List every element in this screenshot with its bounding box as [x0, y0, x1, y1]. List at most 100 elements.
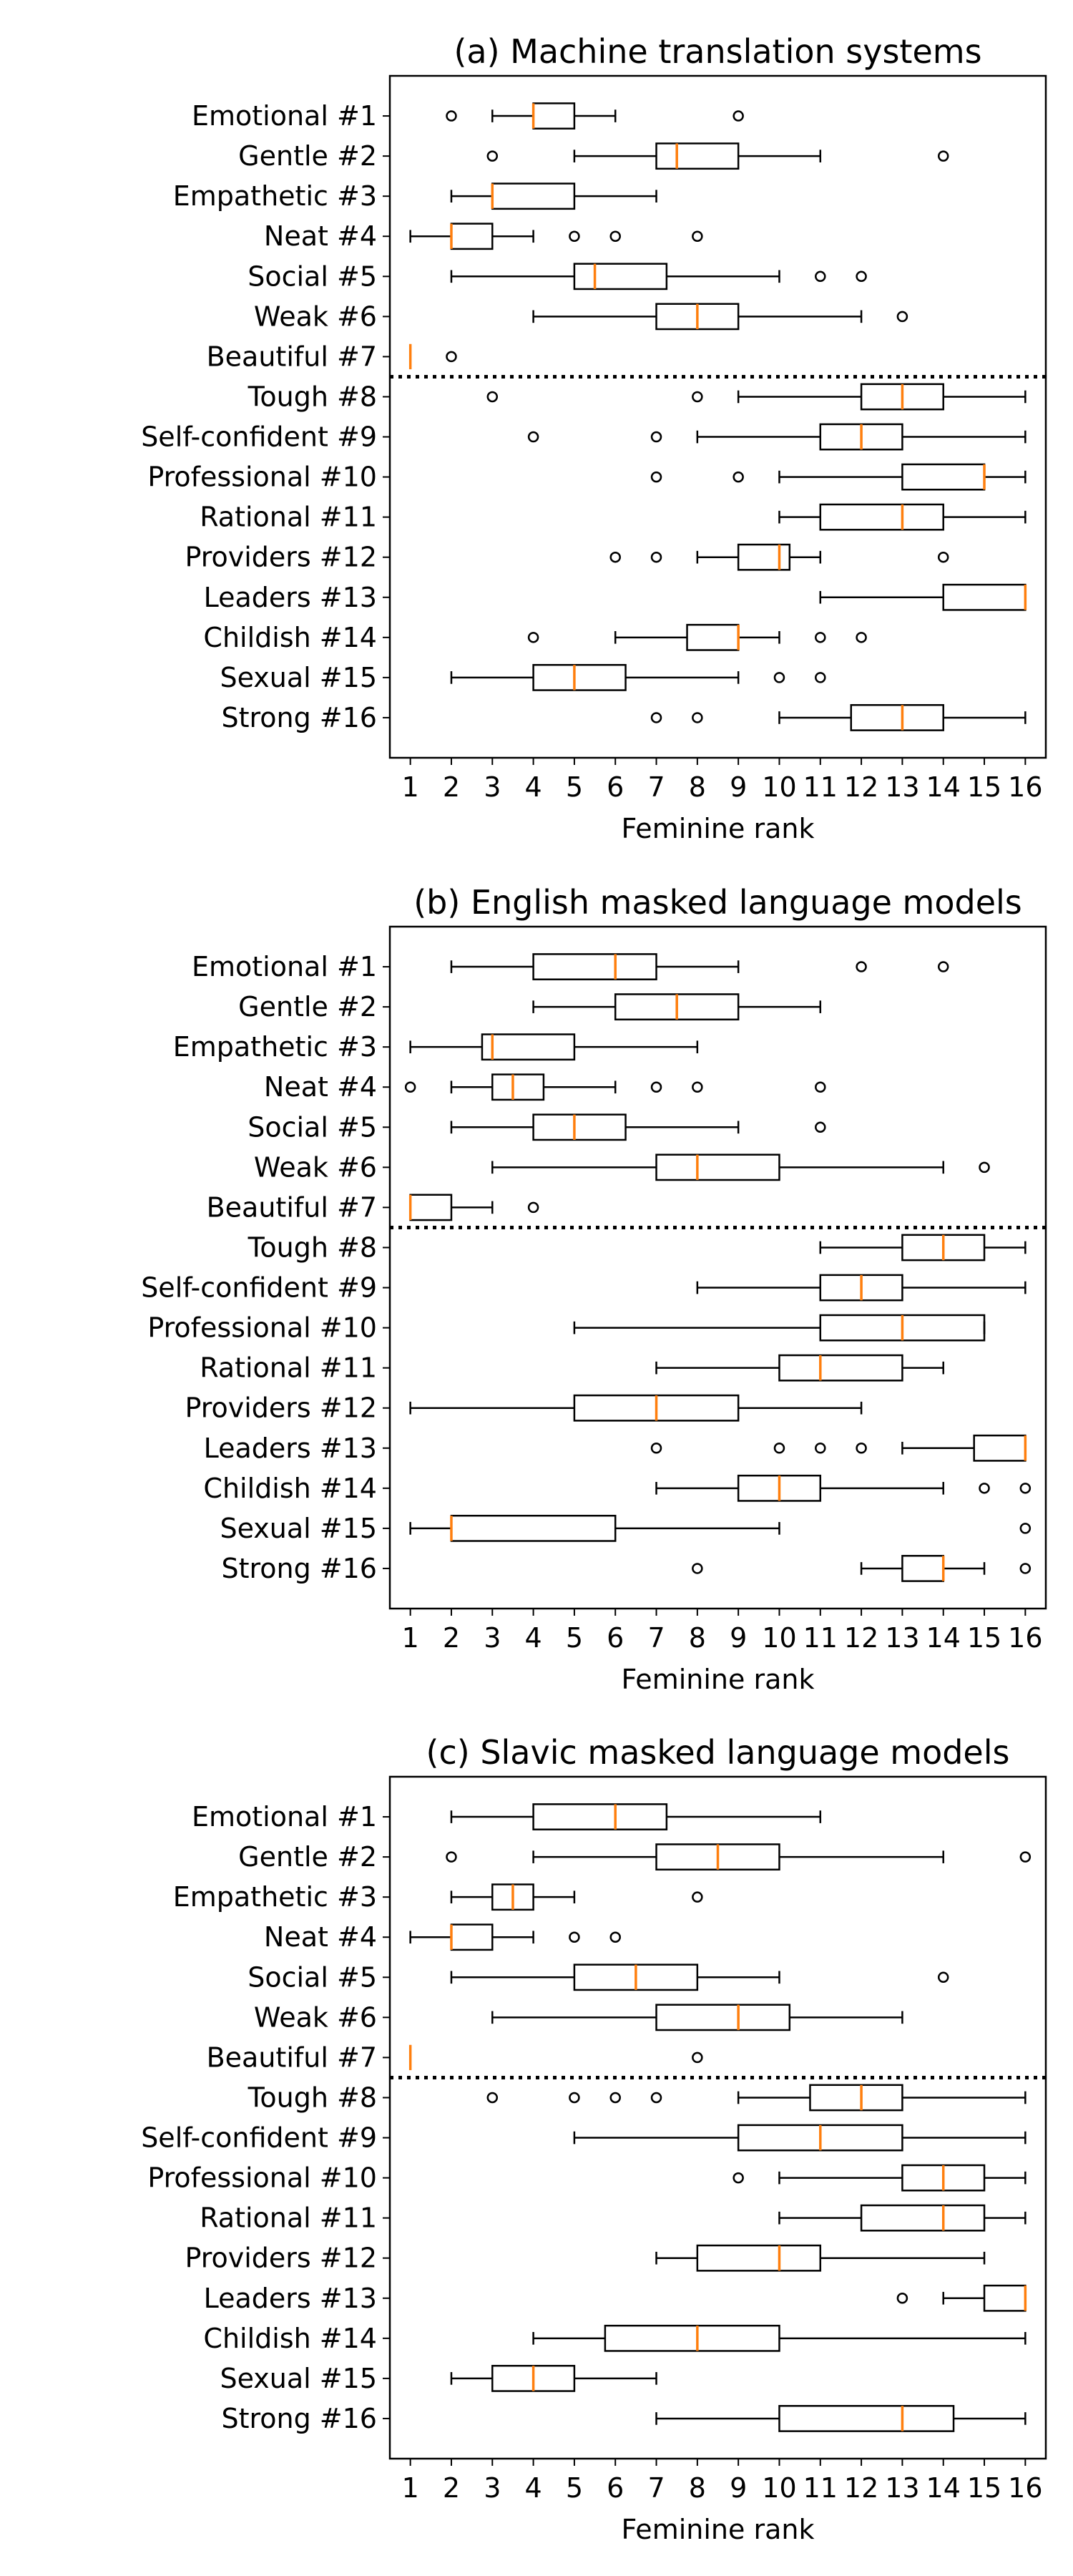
x-axis-label: Feminine rank — [622, 1664, 815, 1695]
y-tick-label: Weak #6 — [254, 1151, 377, 1183]
chart-panel-3: (c) Slavic masked language models Emotion… — [141, 1733, 1047, 2545]
box-12 — [409, 1394, 863, 1422]
outlier-point — [650, 1443, 662, 1454]
box-10 — [573, 1314, 986, 1342]
x-tick-label: 13 — [885, 2472, 919, 2504]
iqr-box — [491, 1073, 545, 1101]
x-tick-label: 3 — [484, 771, 501, 803]
y-tick-label: Gentle #2 — [238, 140, 377, 172]
box-6 — [491, 2004, 903, 2031]
plot-frame — [388, 1775, 1047, 2460]
x-tick-label: 9 — [730, 2472, 747, 2504]
y-tick-label: Sexual #15 — [220, 2363, 377, 2394]
outlier-point — [527, 632, 539, 643]
iqr-box — [983, 2284, 1027, 2312]
box-5 — [450, 1113, 826, 1141]
box-1 — [450, 1803, 822, 1830]
outlier-point — [815, 1443, 826, 1454]
iqr-box — [942, 583, 1027, 611]
x-tick-label: 2 — [443, 1622, 460, 1654]
iqr-box — [409, 1194, 453, 1221]
y-tick-label: Self-confident #9 — [141, 2122, 377, 2154]
iqr-box — [450, 1514, 617, 1542]
x-tick-label: 5 — [566, 1622, 583, 1654]
outlier-point — [446, 110, 457, 122]
iqr-box — [901, 1555, 944, 1582]
y-tick-label: Childish #14 — [203, 622, 377, 653]
box-8 — [486, 2084, 1027, 2112]
y-tick-label: Sexual #15 — [220, 662, 377, 693]
iqr-box — [481, 1033, 576, 1061]
x-axis-label: Feminine rank — [622, 2514, 815, 2545]
x-tick-label: 4 — [525, 2472, 542, 2504]
iqr-box — [532, 1113, 627, 1141]
x-tick-label: 11 — [803, 1622, 838, 1654]
box-5 — [450, 1963, 949, 1991]
box-16 — [650, 704, 1027, 731]
y-tick-label: Professional #10 — [147, 2162, 377, 2194]
outlier-point — [650, 471, 662, 483]
box-13 — [819, 583, 1027, 611]
outlier-point — [979, 1161, 990, 1174]
x-tick-label: 8 — [689, 1622, 706, 1654]
x-tick-label: 8 — [689, 2472, 706, 2504]
outlier-point — [527, 431, 539, 443]
iqr-box — [860, 2204, 986, 2232]
box-2 — [486, 142, 949, 170]
outlier-point — [815, 270, 826, 283]
y-tick-label: Tough #8 — [248, 2082, 377, 2113]
outlier-point — [609, 551, 621, 563]
box-8 — [819, 1234, 1027, 1262]
box-11 — [778, 503, 1027, 531]
outlier-point — [896, 2293, 908, 2304]
iqr-box — [450, 223, 494, 250]
x-tick-label: 15 — [967, 1622, 1001, 1654]
y-tick-label: Beautiful #7 — [207, 341, 377, 372]
box-4 — [409, 1923, 621, 1951]
y-tick-label: Empathetic #3 — [173, 1881, 377, 1913]
x-tick-label: 13 — [885, 1622, 919, 1654]
y-tick-label: Sexual #15 — [220, 1513, 377, 1544]
iqr-box — [778, 1354, 903, 1382]
iqr-box — [850, 704, 944, 731]
y-tick-label: Weak #6 — [254, 2001, 377, 2033]
iqr-box — [573, 263, 668, 291]
iqr-box — [532, 663, 627, 691]
x-tick-label: 9 — [730, 1622, 747, 1654]
y-tick-label: Providers #12 — [185, 542, 377, 573]
y-tick-label: Gentle #2 — [238, 1841, 377, 1873]
outlier-point — [609, 1931, 621, 1943]
x-tick-label: 11 — [803, 771, 838, 803]
iqr-box — [973, 1434, 1027, 1462]
x-tick-label: 1 — [402, 771, 419, 803]
x-tick-label: 11 — [803, 2472, 838, 2504]
x-tick-label: 7 — [647, 2472, 665, 2504]
outlier-point — [650, 431, 662, 443]
x-axis-label: Feminine rank — [622, 813, 815, 844]
outlier-point — [937, 551, 949, 563]
x-tick-label: 12 — [844, 1622, 878, 1654]
box-15 — [409, 1514, 1032, 1542]
iqr-box — [450, 1923, 494, 1951]
x-tick-label: 14 — [926, 771, 961, 803]
outlier-point — [569, 2092, 580, 2104]
iqr-box — [901, 463, 986, 491]
x-tick-label: 7 — [647, 771, 665, 803]
x-tick-label: 2 — [443, 2472, 460, 2504]
outlier-point — [815, 1121, 826, 1133]
y-tick-label: Professional #10 — [147, 1312, 377, 1344]
outlier-point — [486, 150, 499, 162]
y-tick-label: Rational #11 — [200, 2202, 377, 2234]
box-10 — [733, 2164, 1027, 2192]
x-tick-label: 16 — [1008, 2472, 1042, 2504]
y-tick-label: Weak #6 — [254, 301, 377, 332]
y-tick-label: Tough #8 — [248, 1231, 377, 1263]
outlier-point — [404, 1081, 416, 1093]
box-10 — [650, 463, 1027, 491]
iqr-box — [604, 2324, 780, 2352]
box-16 — [655, 2405, 1027, 2432]
x-tick-label: 5 — [566, 771, 583, 803]
x-tick-label: 1 — [402, 1622, 419, 1654]
y-tick-label: Beautiful #7 — [207, 1191, 377, 1223]
x-tick-label: 6 — [607, 771, 624, 803]
